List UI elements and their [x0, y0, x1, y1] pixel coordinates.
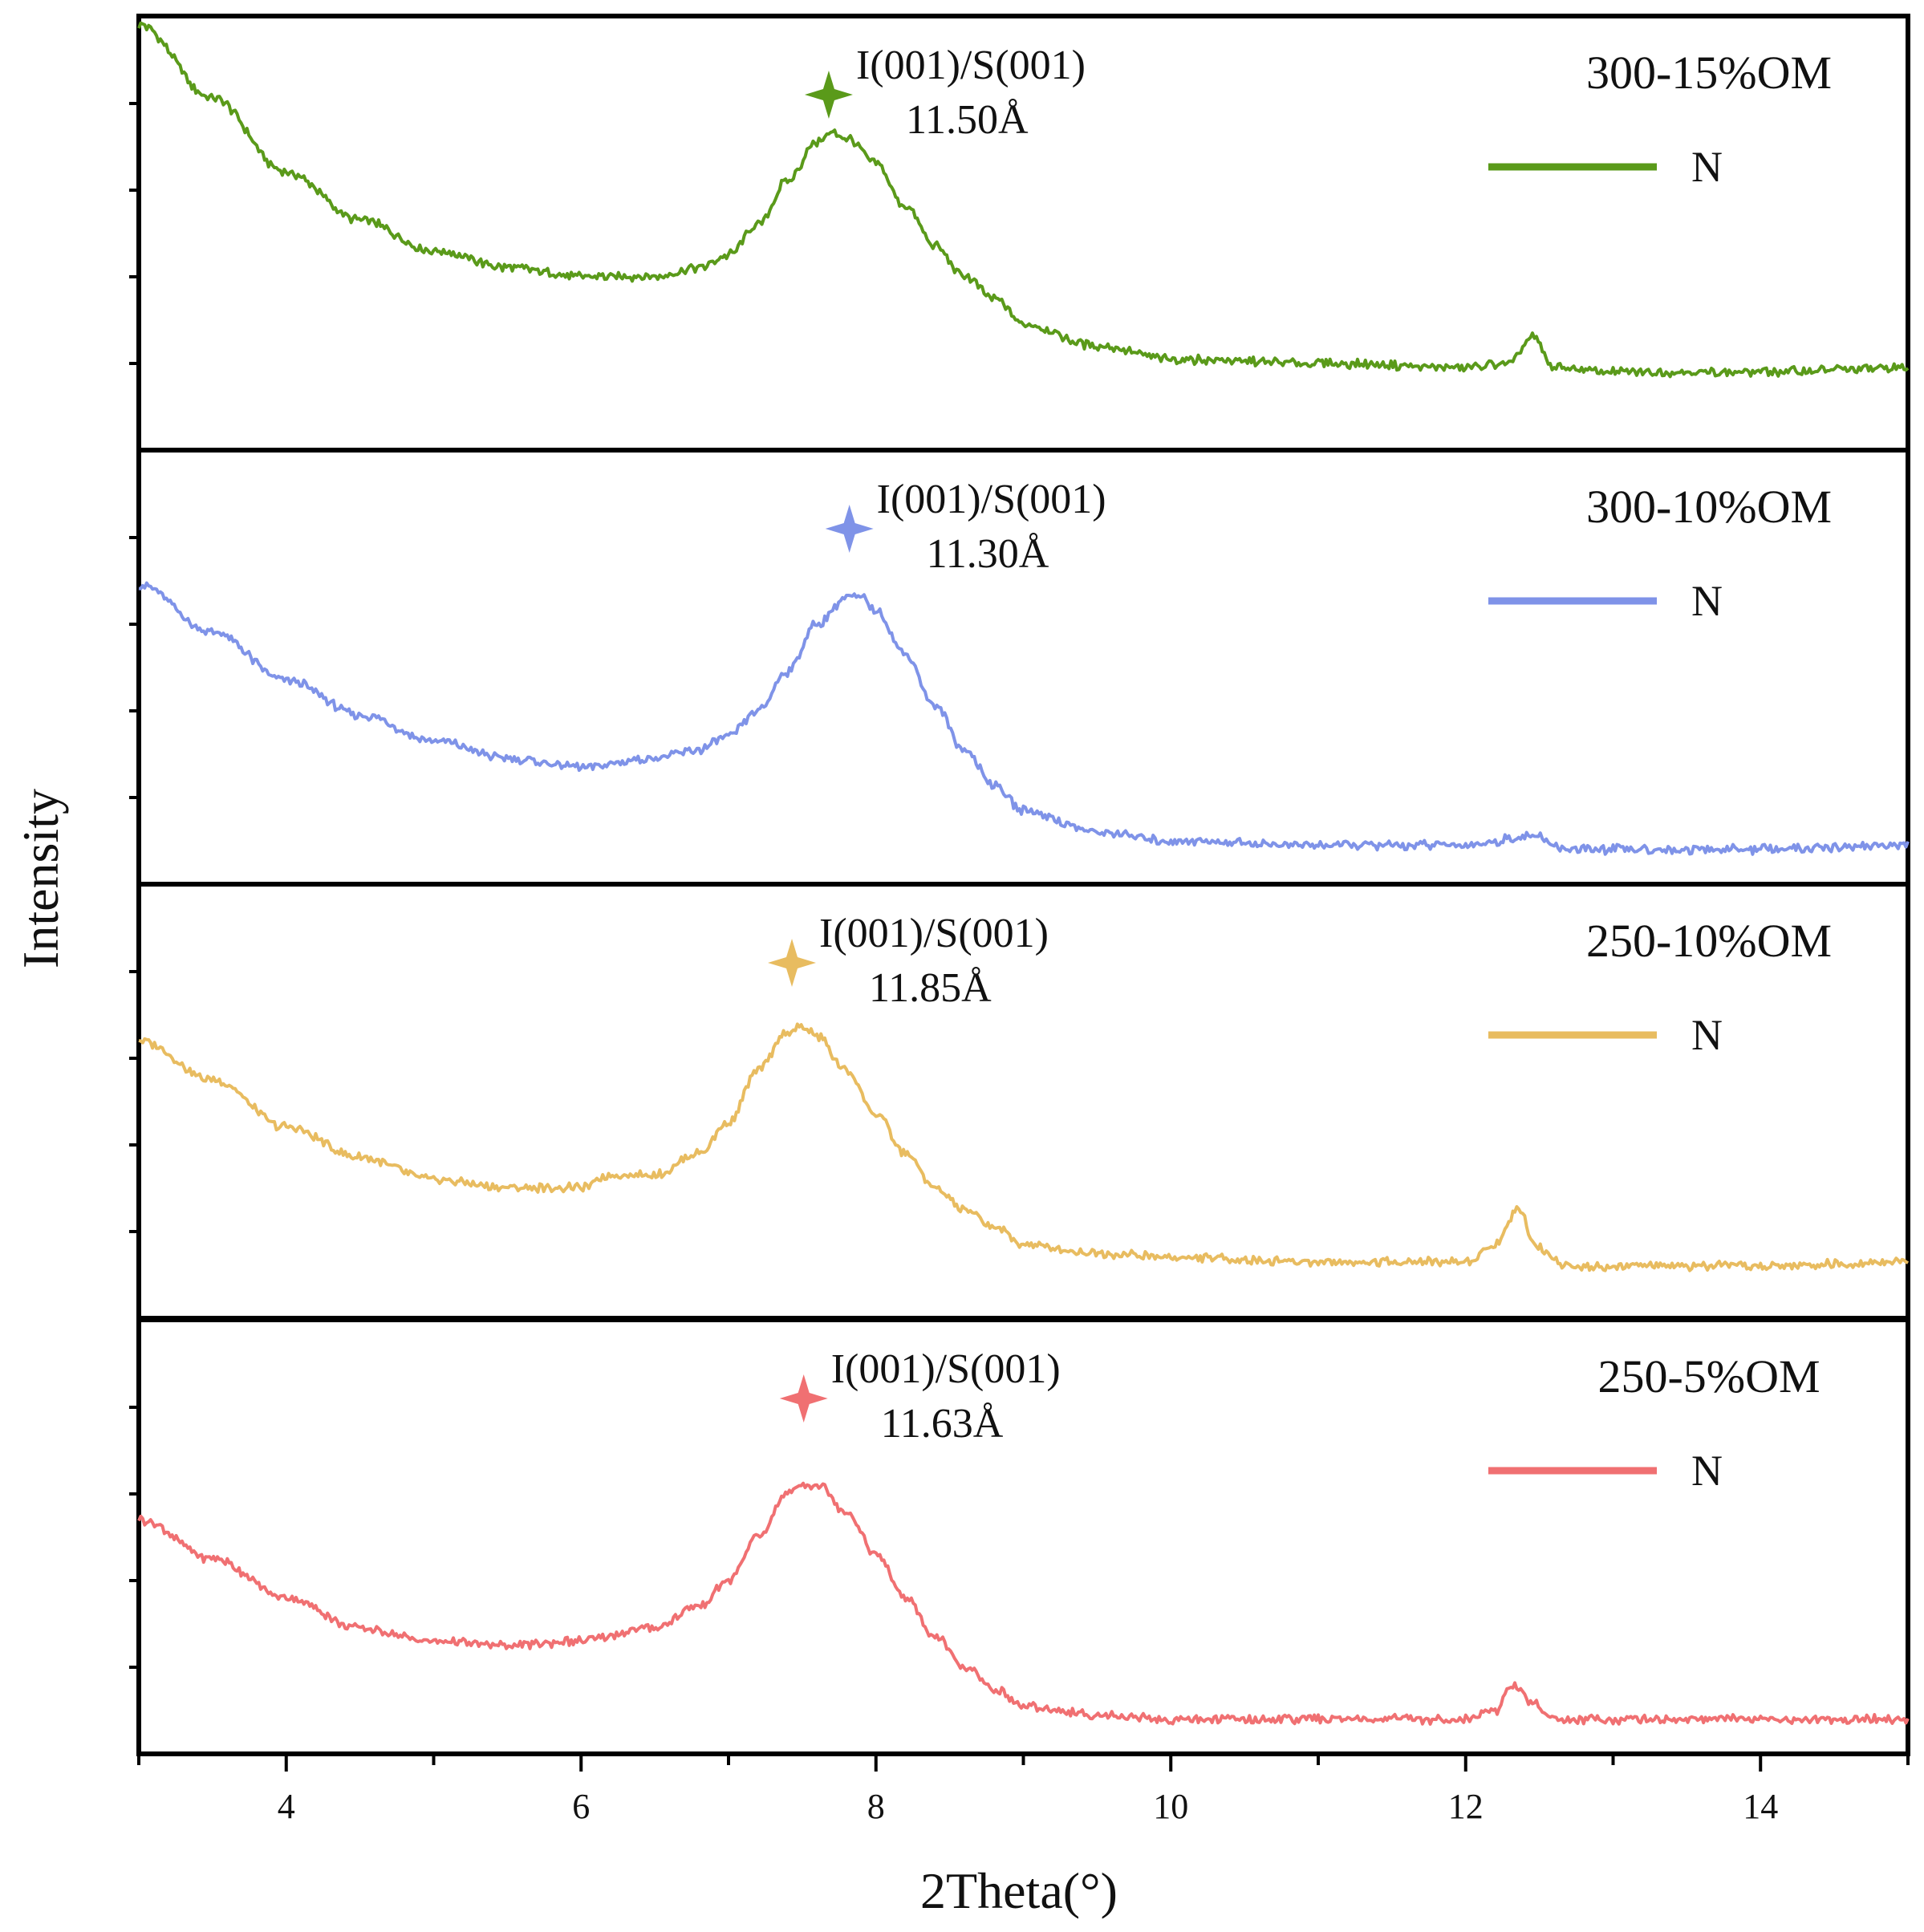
- series-line: [138, 581, 1910, 856]
- panel-300-15pctom: I(001)/S(001) 11.50Å 300-15%OM N: [129, 14, 1910, 453]
- panel-250-5pctom: I(001)/S(001) 11.63Å 250-5%OM N: [129, 1317, 1910, 1756]
- peak-star-icon: [768, 939, 817, 987]
- series-line: [137, 1481, 1910, 1726]
- peak-annotation-value: 11.50Å: [906, 97, 1029, 143]
- sample-label: 300-10%OM: [1586, 481, 1832, 533]
- legend-label: N: [1691, 143, 1723, 191]
- x-tick-label: 8: [867, 1787, 885, 1826]
- peak-star-icon: [779, 1374, 828, 1423]
- chart-panels: I(001)/S(001)11.50Å300-15%OMNI(001)/S(00…: [129, 14, 1910, 1756]
- x-tick-label: 10: [1153, 1787, 1188, 1826]
- x-tick-label: 14: [1743, 1787, 1778, 1826]
- peak-annotation-value: 11.30Å: [927, 531, 1049, 577]
- x-tick-label: 6: [572, 1787, 590, 1826]
- y-axis-title: Intensity: [12, 789, 69, 968]
- panel-300-10pctom: I(001)/S(001) 11.30Å 300-10%OM N: [129, 448, 1910, 887]
- peak-annotation-label: I(001)/S(001): [831, 1346, 1061, 1392]
- x-axis: 4 6 8 10 12 14: [137, 1754, 1910, 1826]
- series-line: [138, 1022, 1910, 1272]
- series-line: [137, 21, 1910, 379]
- legend-label: N: [1691, 1447, 1723, 1495]
- x-tick-label: 12: [1448, 1787, 1484, 1826]
- peak-star-icon: [804, 71, 853, 119]
- peak-star-icon: [825, 505, 874, 553]
- peak-annotation-label: I(001)/S(001): [877, 477, 1106, 522]
- sample-label: 250-5%OM: [1597, 1350, 1820, 1402]
- peak-annotation-label: I(001)/S(001): [819, 911, 1049, 956]
- sample-label: 300-15%OM: [1586, 47, 1832, 99]
- x-tick-label: 4: [278, 1787, 295, 1826]
- peak-annotation-value: 11.85Å: [869, 965, 992, 1011]
- legend-label: N: [1691, 577, 1723, 625]
- panel-250-10pctom: I(001)/S(001) 11.85Å 250-10%OM N: [129, 882, 1910, 1321]
- peak-annotation-label: I(001)/S(001): [856, 43, 1086, 88]
- legend-label: N: [1691, 1011, 1723, 1059]
- x-axis-title: 2Theta(°): [920, 1862, 1118, 1919]
- peak-annotation-value: 11.63Å: [881, 1401, 1004, 1447]
- sample-label: 250-10%OM: [1586, 915, 1832, 967]
